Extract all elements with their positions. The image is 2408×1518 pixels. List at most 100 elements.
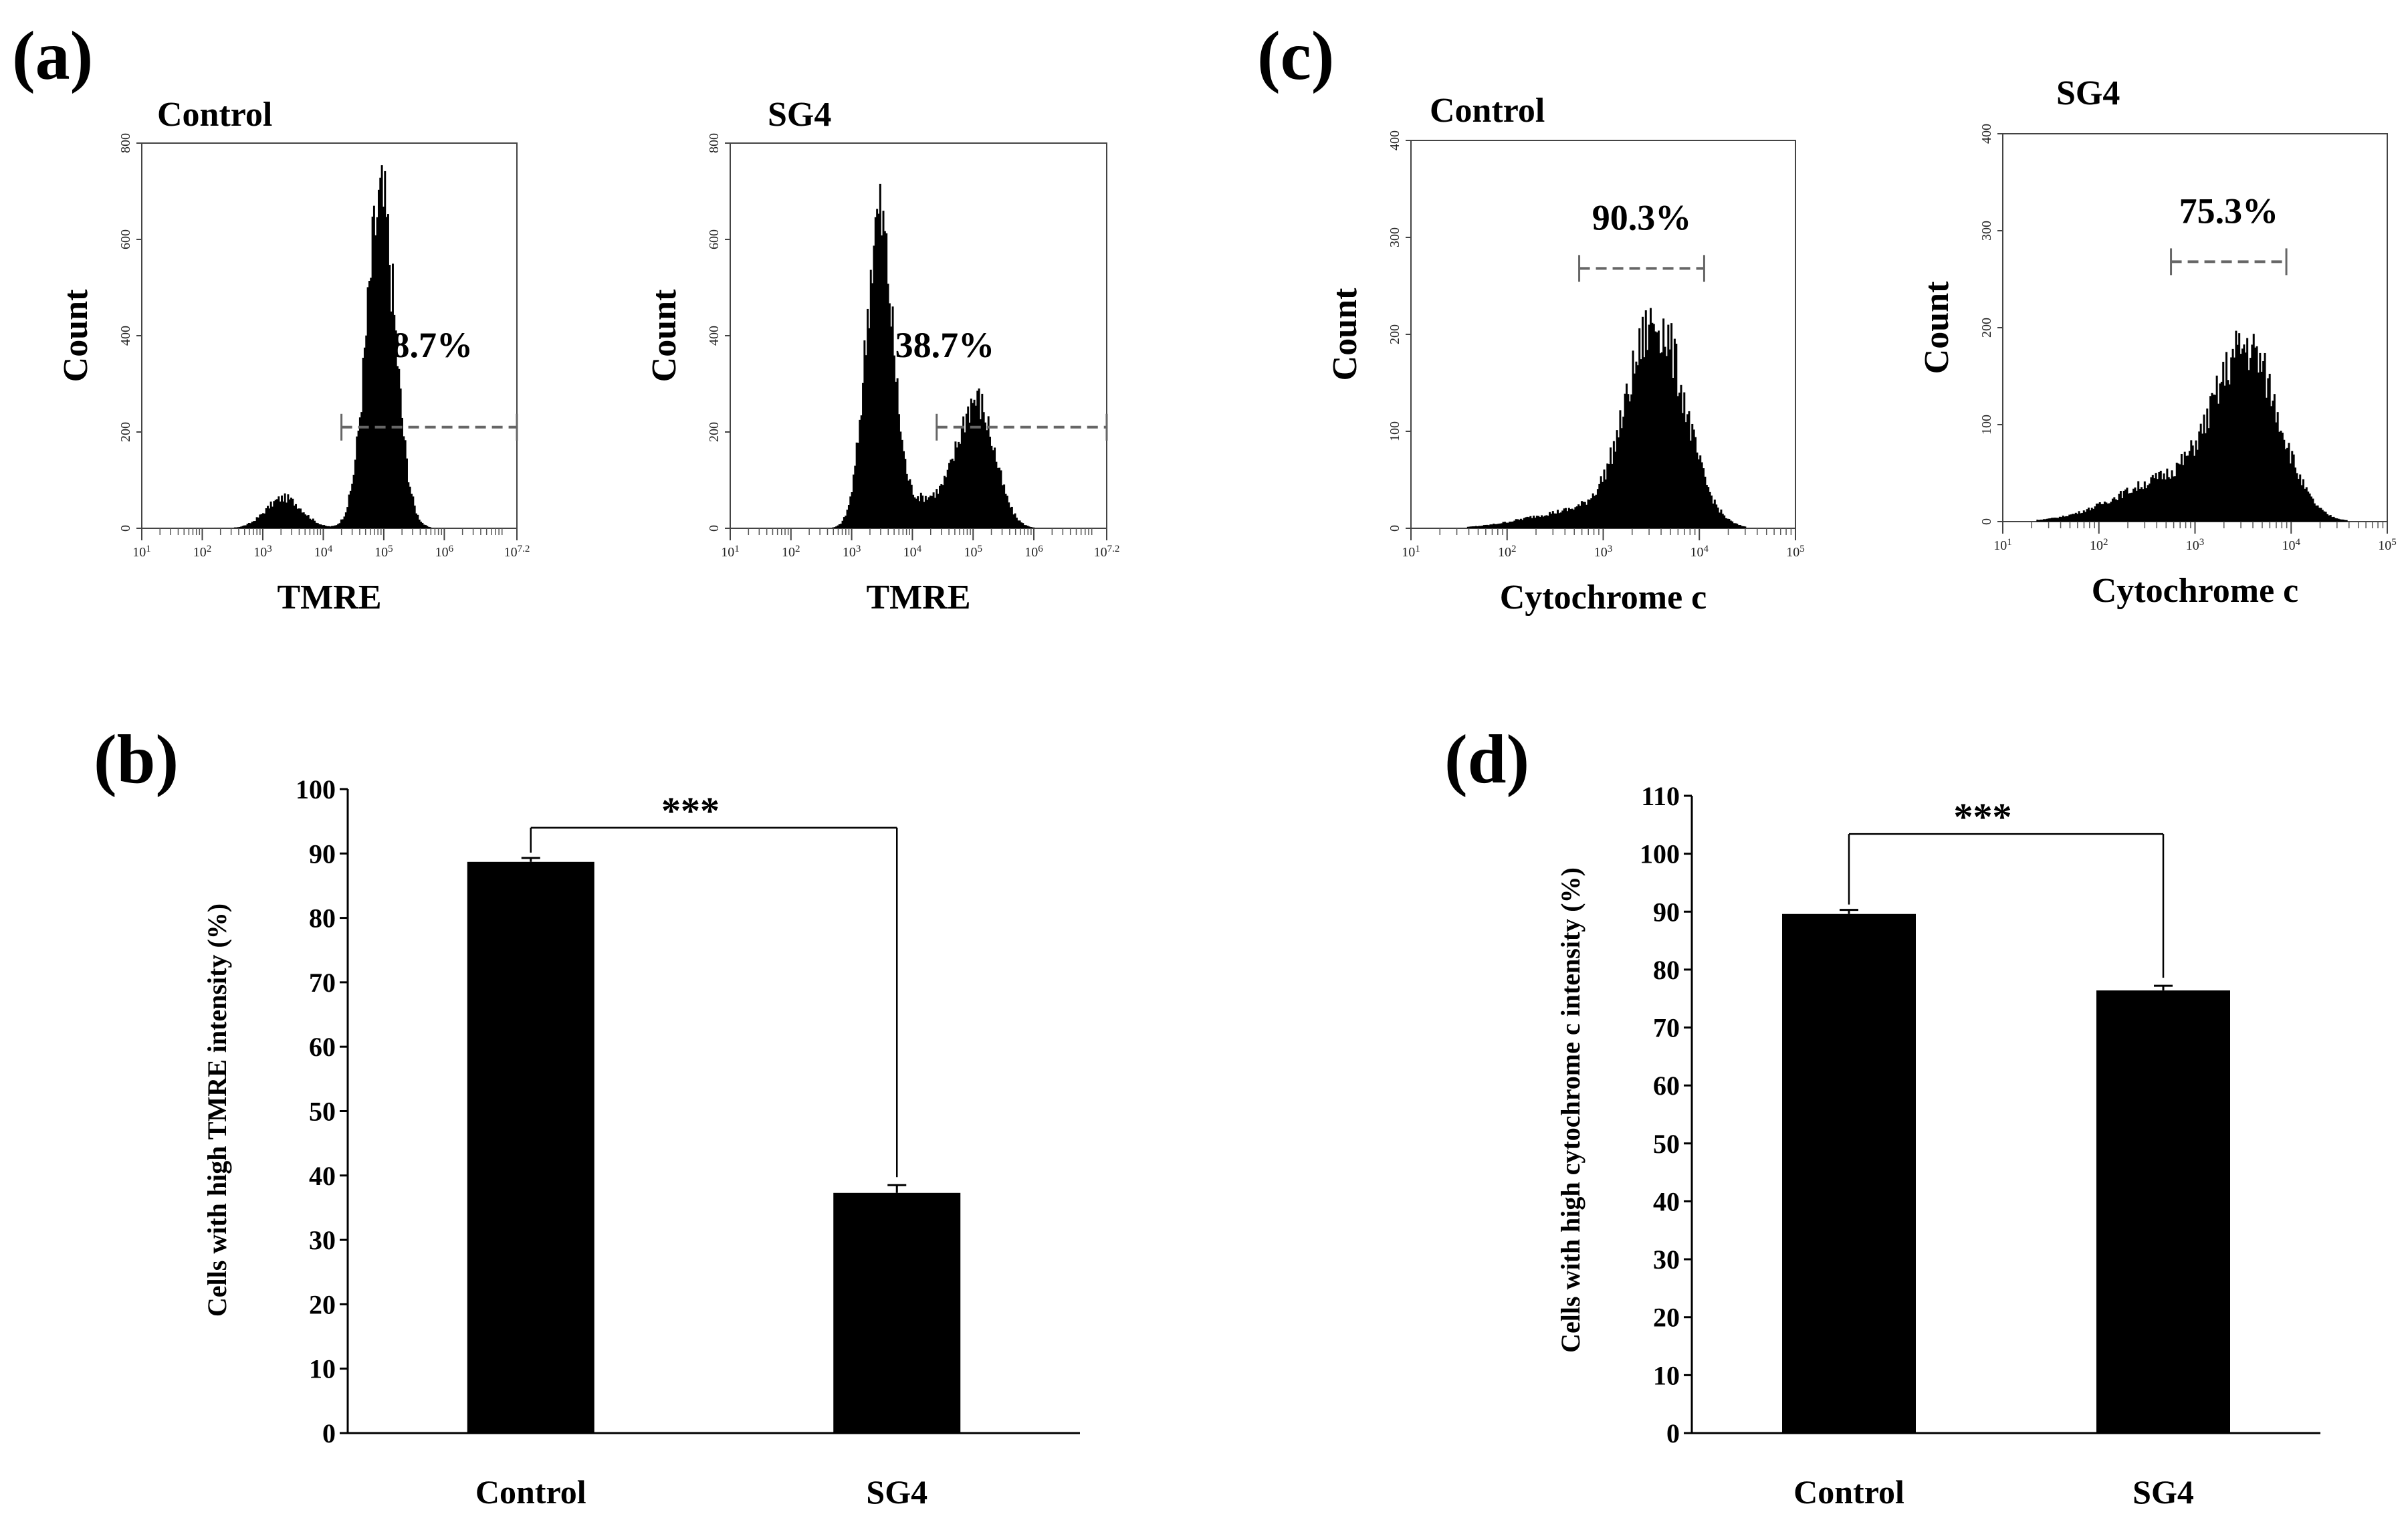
histogram-bin: [2116, 500, 2119, 522]
histogram-bin: [257, 517, 259, 528]
histogram-bin: [2127, 493, 2130, 522]
histogram-bin: [2068, 514, 2071, 522]
histogram-bin: [374, 235, 377, 528]
y-tick-label: 70: [1653, 1013, 1680, 1043]
histogram-bin: [1519, 518, 1522, 528]
histogram-bin: [2227, 380, 2229, 522]
histogram-bin: [1023, 525, 1026, 528]
histogram-bin: [2299, 474, 2302, 522]
histogram-bin: [1003, 484, 1006, 528]
histogram-bin: [406, 458, 408, 528]
histogram-bin: [409, 486, 411, 528]
histogram-bin: [865, 355, 867, 528]
histogram-bin: [2188, 451, 2191, 522]
histogram-bin: [895, 381, 897, 528]
histogram-bin: [1478, 526, 1481, 528]
histogram-bin: [316, 523, 319, 528]
histogram-bin: [241, 526, 244, 528]
histogram-bin: [1486, 524, 1489, 528]
histogram-bin: [1630, 394, 1633, 528]
histogram-bin: [1495, 524, 1498, 528]
histogram-bin: [1575, 506, 1578, 528]
histogram-bin: [358, 417, 361, 528]
histogram-bin: [838, 524, 841, 528]
y-tick-label: 30: [309, 1225, 336, 1255]
histogram-bin: [360, 412, 363, 528]
histogram-bin: [340, 519, 342, 528]
histogram-bin: [252, 521, 255, 528]
histogram-bin: [2049, 518, 2052, 522]
histogram-bin: [247, 523, 250, 528]
histogram-bin: [987, 416, 990, 528]
x-axis-label: TMRE: [278, 578, 382, 617]
histogram-bin: [2092, 508, 2095, 522]
x-tick-label: 104: [314, 544, 333, 560]
histogram-bin: [2252, 334, 2255, 522]
histogram-bin: [1014, 513, 1016, 528]
histogram-bin: [304, 514, 307, 528]
histogram-bin: [1739, 525, 1742, 528]
histogram-bin: [403, 436, 405, 528]
y-tick-label: 100: [1979, 415, 1994, 435]
histogram-bin: [320, 524, 322, 528]
histogram-bin: [276, 499, 278, 528]
histogram-bin: [1534, 518, 1537, 528]
histogram-bin: [898, 414, 900, 528]
histogram-bin: [2209, 396, 2212, 522]
histogram-bin: [978, 388, 980, 528]
histogram-bin: [261, 513, 264, 528]
histogram-bin: [315, 522, 318, 528]
histogram-bin: [2175, 462, 2178, 522]
y-tick-label: 110: [1641, 781, 1680, 811]
histogram-bin: [288, 499, 291, 528]
histogram-bin: [2238, 333, 2241, 522]
histogram-bin: [1012, 514, 1015, 528]
y-tick-label: 0: [1666, 1418, 1680, 1448]
histogram-bin: [874, 217, 877, 528]
histogram-bin: [401, 417, 403, 528]
histogram-bin: [984, 422, 986, 528]
histogram-bin: [1582, 502, 1585, 528]
histogram-bin: [2082, 510, 2085, 522]
histogram-bin: [2151, 475, 2154, 522]
histogram-bin: [896, 378, 899, 528]
histogram-bin: [1476, 526, 1479, 528]
histogram-bin: [1510, 522, 1513, 528]
histogram-bin: [1580, 501, 1583, 528]
y-axis-label: Cells with high cytochrome c intensity (…: [1555, 867, 1585, 1353]
histogram-bin: [1634, 373, 1636, 528]
chart-b: 0 10 20 30 40 50 60 70 80 90 100 Control SG4 *** Cells…: [202, 774, 1080, 1511]
y-tick-label: 90: [1653, 897, 1680, 927]
x-axis-label: Cytochrome c: [2092, 572, 2299, 610]
histogram-bin: [1030, 527, 1032, 528]
histogram-bin: [2339, 519, 2342, 522]
histogram-bin: [2089, 510, 2092, 522]
histogram-bin: [1518, 520, 1521, 528]
histogram-bin: [992, 450, 994, 528]
histogram-bin: [2114, 499, 2117, 522]
panel-label-b: (b): [94, 721, 179, 798]
histogram-bin: [352, 474, 355, 528]
histogram-bin: [2300, 485, 2303, 522]
histogram-bin: [937, 494, 940, 528]
histogram-bin: [964, 432, 966, 528]
histogram-bin: [1505, 522, 1508, 528]
histogram-bin: [2100, 504, 2103, 522]
histogram-bin: [1020, 522, 1022, 528]
histogram-bin: [857, 443, 859, 528]
histogram-bin: [2308, 494, 2311, 522]
histogram-bin: [2054, 518, 2056, 522]
histogram-bin: [2153, 478, 2156, 522]
histogram-bin: [2121, 498, 2124, 522]
histogram-bin: [869, 269, 872, 528]
histogram-bin: [1712, 504, 1715, 528]
histogram-bin: [1603, 469, 1606, 528]
histogram-bin: [2336, 518, 2338, 522]
chart-a-sg4: 0 200 400 600 800 101 102 103 104 105 106 107.2 38.7…: [645, 96, 1119, 617]
histogram-bin: [2312, 498, 2314, 522]
histogram-bin: [273, 501, 276, 528]
histogram-bin: [837, 525, 839, 528]
bar-sg4: [833, 1192, 961, 1433]
histogram-bin: [318, 524, 321, 528]
histogram-bin: [1559, 512, 1562, 528]
